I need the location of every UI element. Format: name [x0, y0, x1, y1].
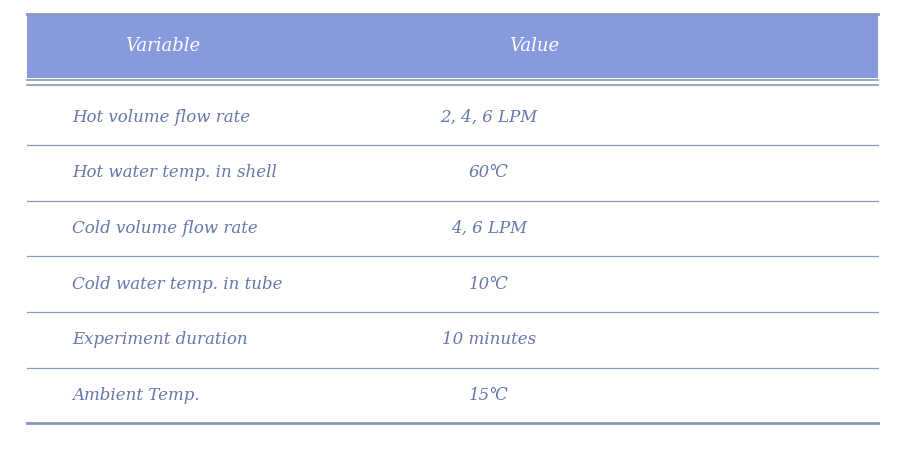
Text: Cold volume flow rate: Cold volume flow rate: [72, 220, 258, 237]
Text: Variable: Variable: [125, 37, 201, 55]
Text: Value: Value: [509, 37, 559, 55]
Text: 4, 6 LPM: 4, 6 LPM: [451, 220, 527, 237]
Text: Cold water temp. in tube: Cold water temp. in tube: [72, 276, 283, 293]
FancyBboxPatch shape: [27, 14, 878, 78]
Text: 60℃: 60℃: [469, 164, 509, 181]
Text: Hot water temp. in shell: Hot water temp. in shell: [72, 164, 277, 181]
Text: 2, 4, 6 LPM: 2, 4, 6 LPM: [440, 109, 538, 126]
Text: 15℃: 15℃: [469, 387, 509, 404]
Text: 10℃: 10℃: [469, 276, 509, 293]
Text: Hot volume flow rate: Hot volume flow rate: [72, 109, 251, 126]
Text: Ambient Temp.: Ambient Temp.: [72, 387, 200, 404]
Text: Experiment duration: Experiment duration: [72, 331, 248, 348]
Text: 10 minutes: 10 minutes: [442, 331, 536, 348]
